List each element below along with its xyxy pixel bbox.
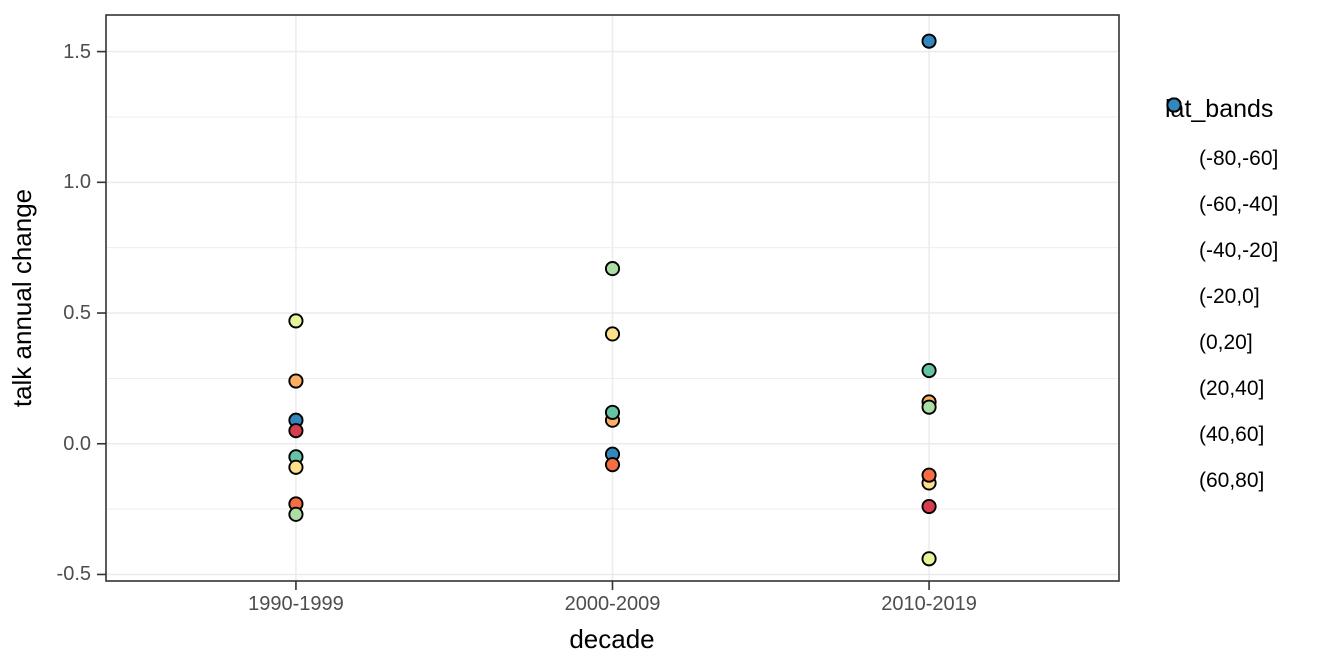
legend-item-label: (-20,0] <box>1199 285 1260 308</box>
data-point <box>921 467 937 483</box>
y-tick-label: 1.5 <box>63 40 91 63</box>
legend-item-label: (-80,-60] <box>1199 147 1279 170</box>
data-point <box>921 33 937 49</box>
data-point <box>921 551 937 567</box>
y-axis-title: talk annual change <box>7 188 37 408</box>
data-point <box>604 404 621 420</box>
data-point <box>604 261 621 277</box>
data-point <box>288 459 304 475</box>
legend-item-label: (0,20] <box>1199 331 1253 354</box>
legend-item: (60,80] <box>1163 97 1343 504</box>
legend-item-label: (20,40] <box>1199 377 1265 400</box>
x-tick-label: 2010-2019 <box>881 593 977 615</box>
legend-item: (-40,-20] <box>1163 97 1343 274</box>
data-point <box>288 373 304 389</box>
legend-item-label: (60,80] <box>1199 469 1265 492</box>
y-tick-label: -0.5 <box>56 563 91 586</box>
data-point <box>288 423 304 439</box>
y-tick-label: 0.0 <box>63 432 91 455</box>
legend-title: lat_bands <box>1165 95 1274 123</box>
y-tick-label: 0.5 <box>63 302 91 325</box>
x-axis-title: decade <box>569 624 655 654</box>
y-tick-label: 1.0 <box>63 171 91 194</box>
legend-item: (40,60] <box>1163 97 1343 458</box>
legend-item: (-80,-60] <box>1163 97 1343 182</box>
data-point <box>921 362 937 379</box>
legend-item-label: (-40,-20] <box>1199 239 1279 262</box>
legend-item: (-60,-40] <box>1163 97 1343 228</box>
data-point <box>288 313 304 329</box>
legend-item: (20,40] <box>1163 97 1343 412</box>
data-point <box>921 498 937 515</box>
data-point <box>604 457 621 473</box>
legend-item-label: (40,60] <box>1199 423 1265 446</box>
x-tick-label: 2000-2009 <box>564 593 661 615</box>
legend-key-icon <box>1166 97 1182 113</box>
data-point <box>288 506 304 522</box>
legend-item-label: (-60,-40] <box>1199 193 1279 216</box>
data-point <box>604 326 621 342</box>
legend: lat_bands (-80,-60] (-60,-40] (-40,-20] (-2… <box>1163 94 1343 504</box>
legend-item: (-20,0] <box>1163 97 1343 320</box>
data-point <box>921 399 937 415</box>
legend-item: (0,20] <box>1163 97 1343 366</box>
x-tick-label: 1990-1999 <box>248 593 344 615</box>
legend-items: (-80,-60] (-60,-40] (-40,-20] (-20,0] (0,20]… <box>1163 97 1343 504</box>
